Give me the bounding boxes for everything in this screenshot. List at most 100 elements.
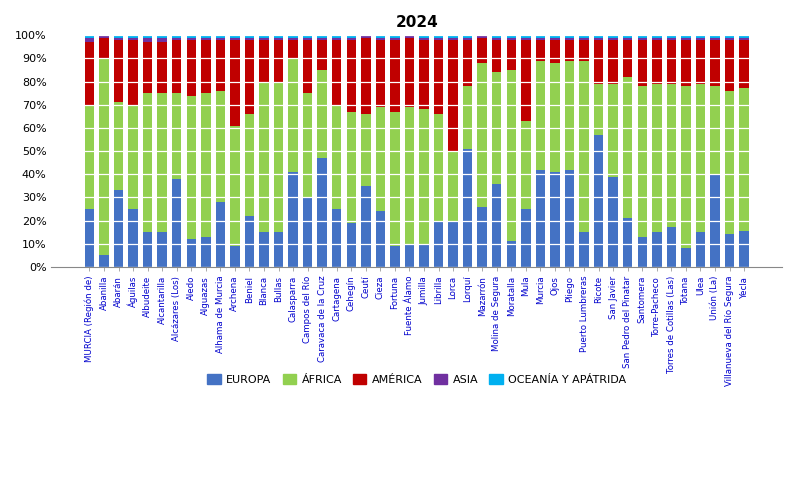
Bar	[724, 38, 734, 40]
Bar	[375, 35, 385, 38]
Bar	[172, 40, 182, 93]
Bar	[332, 105, 341, 209]
Bar	[84, 35, 94, 38]
Bar	[375, 211, 385, 267]
Bar	[100, 38, 108, 58]
Bar	[681, 249, 691, 267]
Bar	[550, 172, 559, 267]
Bar	[158, 93, 167, 232]
Bar	[434, 38, 443, 40]
Bar	[100, 35, 108, 38]
Bar	[536, 40, 545, 61]
Bar	[740, 40, 749, 88]
Bar	[114, 38, 124, 40]
Bar	[666, 40, 676, 84]
Bar	[419, 40, 429, 110]
Bar	[492, 40, 501, 72]
Bar	[216, 40, 225, 91]
Bar	[449, 35, 457, 38]
Bar	[608, 40, 618, 84]
Bar	[579, 40, 589, 61]
Bar	[216, 35, 225, 38]
Bar	[521, 40, 531, 121]
Bar	[652, 40, 662, 84]
Bar	[245, 38, 254, 40]
Bar	[230, 40, 240, 125]
Bar	[230, 246, 240, 267]
Bar	[507, 242, 516, 267]
Title: 2024: 2024	[395, 15, 438, 30]
Bar	[434, 40, 443, 114]
Bar	[391, 38, 399, 40]
Bar	[724, 235, 734, 267]
Bar	[608, 84, 618, 177]
Bar	[245, 35, 254, 38]
Bar	[172, 35, 182, 38]
Bar	[347, 112, 356, 223]
Bar	[521, 38, 531, 40]
Bar	[521, 209, 531, 267]
Bar	[143, 42, 152, 93]
Bar	[419, 38, 429, 40]
Bar	[550, 40, 559, 63]
Bar	[114, 103, 124, 190]
Bar	[405, 244, 414, 267]
Bar	[608, 38, 618, 40]
Bar	[289, 38, 298, 40]
Bar	[463, 149, 473, 267]
Bar	[245, 40, 254, 114]
Bar	[681, 38, 691, 40]
Bar	[492, 72, 501, 183]
Bar	[434, 114, 443, 221]
Bar	[201, 40, 210, 93]
Bar	[361, 38, 371, 114]
Bar	[681, 35, 691, 38]
Bar	[419, 35, 429, 38]
Bar	[740, 38, 749, 40]
Bar	[84, 209, 94, 267]
Bar	[128, 40, 138, 105]
Bar	[391, 35, 399, 38]
Bar	[172, 38, 182, 40]
Bar	[623, 218, 632, 267]
Bar	[608, 35, 618, 38]
Bar	[230, 125, 240, 246]
Bar	[449, 40, 457, 151]
Bar	[186, 40, 196, 96]
Bar	[317, 35, 327, 38]
Bar	[623, 38, 632, 40]
Bar	[303, 35, 312, 38]
Bar	[638, 86, 647, 237]
Bar	[84, 105, 94, 209]
Bar	[172, 93, 182, 179]
Bar	[303, 197, 312, 267]
Bar	[201, 35, 210, 38]
Bar	[84, 38, 94, 42]
Bar	[332, 40, 341, 105]
Bar	[550, 35, 559, 38]
Bar	[565, 38, 574, 40]
Bar	[536, 35, 545, 38]
Bar	[274, 82, 283, 232]
Bar	[724, 91, 734, 235]
Bar	[303, 40, 312, 93]
Bar	[128, 35, 138, 38]
Bar	[521, 121, 531, 209]
Bar	[579, 61, 589, 232]
Bar	[375, 107, 385, 211]
Bar	[652, 84, 662, 232]
Bar	[477, 207, 487, 267]
Bar	[375, 40, 385, 107]
Bar	[158, 232, 167, 267]
Bar	[100, 255, 108, 267]
Bar	[274, 40, 283, 82]
Bar	[594, 135, 603, 267]
Bar	[347, 35, 356, 38]
Bar	[186, 35, 196, 38]
Bar	[259, 40, 269, 82]
Bar	[289, 35, 298, 38]
Bar	[143, 35, 152, 38]
Bar	[317, 38, 327, 40]
Bar	[332, 38, 341, 40]
Bar	[128, 38, 138, 40]
